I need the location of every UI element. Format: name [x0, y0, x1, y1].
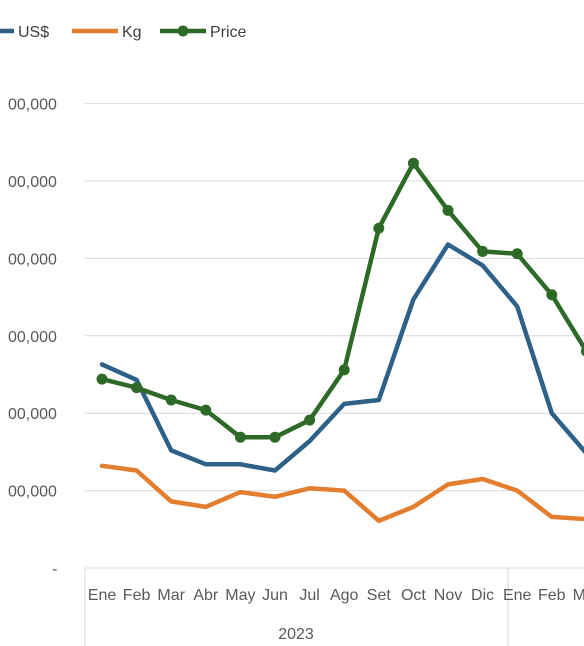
- x-tick-label: Ene: [503, 587, 532, 604]
- data-point: [442, 204, 454, 216]
- x-tick-label: Mar: [157, 587, 185, 604]
- data-point: [511, 248, 523, 260]
- legend-item: Kg: [72, 24, 142, 41]
- y-tick-label: 00,000: [8, 406, 57, 423]
- legend-item: Price: [160, 24, 247, 41]
- data-point: [477, 245, 489, 257]
- data-point: [304, 414, 316, 426]
- legend: US$ Kg Price: [0, 24, 247, 41]
- y-tick-label: 00,000: [8, 174, 57, 191]
- x-tick-label: Mar: [573, 587, 584, 604]
- series-markers: [96, 157, 584, 443]
- x-tick-label: Jun: [262, 587, 288, 604]
- data-point: [96, 373, 108, 385]
- series-line: [99, 463, 584, 524]
- x-tick-label: Nov: [434, 587, 462, 604]
- legend-marker: [177, 25, 189, 37]
- x-tick-label: Feb: [123, 587, 151, 604]
- series-lines: [99, 160, 584, 524]
- data-point: [200, 404, 212, 416]
- y-tick-label: 00,000: [8, 484, 57, 501]
- data-point: [373, 222, 385, 234]
- x-tick-label: Ene: [88, 587, 117, 604]
- x-tick-label: Ago: [330, 587, 359, 604]
- legend-label: Price: [210, 24, 247, 41]
- data-point: [546, 289, 558, 301]
- data-point: [338, 364, 350, 376]
- data-point: [580, 346, 584, 357]
- x-tick-label: Jul: [299, 587, 319, 604]
- legend-label: Kg: [122, 24, 142, 41]
- y-tick-label: 00,000: [8, 329, 57, 346]
- x-tick-label: Set: [367, 587, 392, 604]
- legend-item: US$: [0, 24, 49, 41]
- x-axis-group-label: 2023: [278, 626, 314, 643]
- x-tick-label: Oct: [401, 587, 426, 604]
- data-point: [269, 431, 281, 443]
- data-point: [407, 157, 419, 169]
- y-axis-ticks: - 00,000 00,000 00,000 00,000 00,000 00,000: [8, 97, 57, 578]
- x-axis-ticks: Ene Feb Mar Abr May Jun Jul Ago Set Oct Nov Dic Ene F…: [84, 568, 584, 646]
- data-point: [131, 382, 143, 394]
- x-tick-label: Dic: [471, 587, 494, 604]
- grid-lines: [85, 103, 584, 492]
- x-tick-label: Abr: [193, 587, 219, 604]
- data-point: [234, 431, 246, 443]
- y-tick-label: -: [52, 561, 57, 578]
- data-point: [165, 394, 177, 406]
- series-line: [99, 242, 584, 473]
- legend-label: US$: [18, 24, 49, 41]
- y-tick-label: 00,000: [8, 97, 57, 114]
- x-axis: Ene Feb Mar Abr May Jun Jul Ago Set Oct Nov Dic Ene F…: [84, 567, 584, 646]
- x-tick-label: Feb: [538, 587, 566, 604]
- x-tick-label: May: [225, 587, 255, 604]
- y-tick-label: 00,000: [8, 251, 57, 268]
